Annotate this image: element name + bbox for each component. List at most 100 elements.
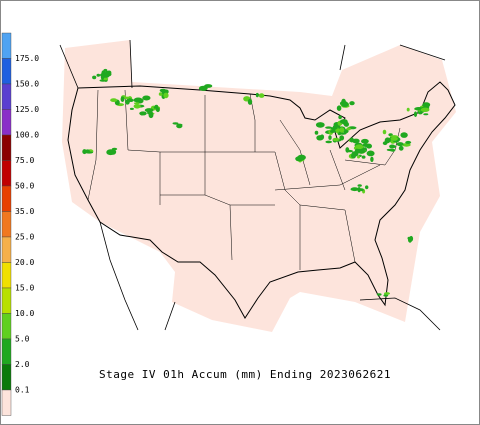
colorbar-label: 20.0 <box>15 258 34 267</box>
precip-patch <box>328 135 332 140</box>
precip-patch <box>325 126 332 129</box>
precip-patch <box>352 138 360 144</box>
precip-patch <box>402 143 411 147</box>
precip-patch <box>351 153 356 159</box>
colorbar-label: 15.0 <box>15 284 34 293</box>
precip-patch <box>134 102 140 105</box>
precip-patch <box>315 122 325 128</box>
precip-patch <box>338 115 342 120</box>
precip-patch <box>349 101 355 106</box>
colorbar-swatch <box>1 338 12 365</box>
precip-patch <box>255 92 259 98</box>
precip-patch <box>258 93 265 98</box>
precip-patch <box>357 155 360 159</box>
precip-patch <box>155 107 160 113</box>
map <box>59 39 456 332</box>
precip-patch <box>103 77 109 81</box>
precip-patch <box>140 112 145 116</box>
precip-patch <box>153 106 158 109</box>
precip-patch <box>339 119 347 124</box>
precip-patch <box>346 149 353 153</box>
colorbar: 175.0 150.0 125.0 100.0 75.0 50.0 35.0 25.0 20.0… <box>1 32 39 416</box>
colorbar-swatch <box>1 211 12 238</box>
precip-patch <box>405 140 412 144</box>
precip-patch <box>85 151 94 154</box>
precip-patch <box>158 92 163 96</box>
precip-patch <box>320 134 325 140</box>
precip-patch <box>120 96 125 102</box>
precip-patch <box>366 150 375 157</box>
precip-patch <box>133 104 141 109</box>
colorbar-label: 125.0 <box>15 105 39 114</box>
map-title: Stage IV 01h Accum (mm) Ending 202306262… <box>99 368 391 381</box>
precip-patch <box>339 135 345 141</box>
colorbar-swatch <box>1 134 12 161</box>
precip-patch <box>82 149 87 155</box>
precip-patch <box>362 143 371 147</box>
precip-patch <box>176 124 183 129</box>
border-lines <box>59 39 446 331</box>
precip-patch <box>147 111 153 115</box>
precip-patch <box>384 292 390 295</box>
colorbar-label: 175.0 <box>15 54 39 63</box>
colorbar-swatch <box>1 160 12 187</box>
state-lines <box>87 89 401 270</box>
precip-patch <box>350 187 359 192</box>
precip-patch <box>422 102 431 108</box>
precip-patch <box>423 113 429 116</box>
precip-patch <box>355 144 364 149</box>
precip-patch <box>398 145 404 151</box>
precip-patch <box>325 140 333 144</box>
colorbar-label: 10.0 <box>15 309 34 318</box>
precip-patch <box>357 150 362 154</box>
colorbar-swatch <box>1 185 12 212</box>
colorbar-label: 25.0 <box>15 233 34 242</box>
precip-patch <box>198 85 208 91</box>
precip-patch <box>406 107 410 112</box>
precip-patch <box>146 108 153 112</box>
precip-patch <box>109 149 117 155</box>
precip-patch <box>330 129 336 133</box>
precip-patch <box>382 129 387 135</box>
colorbar-label: 0.1 <box>15 386 30 395</box>
precip-patch <box>96 73 101 77</box>
precip-patch <box>110 98 118 102</box>
precip-patch <box>413 111 418 117</box>
precip-patch <box>384 137 391 144</box>
precip-patch <box>341 101 349 107</box>
precip-patch <box>420 107 430 113</box>
precip-patch <box>346 127 351 131</box>
colorbar-swatch <box>1 58 12 85</box>
precip-patch <box>332 124 338 130</box>
colorbar-label: 50.0 <box>15 182 34 191</box>
precip-patch <box>247 98 253 105</box>
precip-patch <box>407 236 411 240</box>
precip-patch <box>163 92 169 99</box>
precip-patch <box>361 155 366 159</box>
precip-patch <box>390 136 398 141</box>
colorbar-swatch <box>1 236 12 263</box>
colorbar-swatch <box>1 262 12 289</box>
precip-patch <box>92 75 97 80</box>
precip-patch <box>361 138 369 144</box>
precip-patch <box>359 188 364 192</box>
colorbar-swatch <box>1 313 12 340</box>
colorbar-swatch <box>1 389 12 416</box>
colorbar-label: 150.0 <box>15 80 39 89</box>
colorbar-label: 75.0 <box>15 156 34 165</box>
colorbar-swatch <box>1 32 12 59</box>
colorbar-swatch <box>1 287 12 314</box>
precip-patch <box>370 156 374 162</box>
precip-patch <box>357 184 362 187</box>
precip-patch <box>389 148 396 152</box>
coverage-area <box>62 40 456 332</box>
precip-patch <box>396 142 404 147</box>
precip-patch <box>172 122 179 125</box>
colorbar-swatch <box>1 83 12 110</box>
precip-patch <box>129 107 134 110</box>
colorbar-swatch <box>1 364 12 391</box>
precip-patch <box>135 98 144 104</box>
precip-patch <box>129 98 134 102</box>
precip-patch <box>339 127 345 133</box>
